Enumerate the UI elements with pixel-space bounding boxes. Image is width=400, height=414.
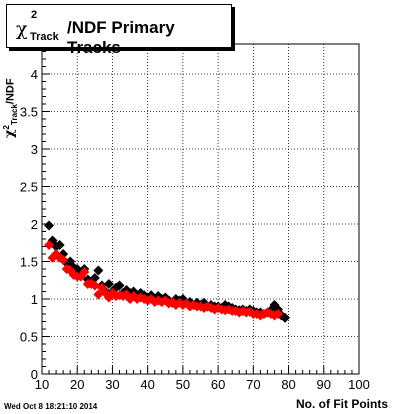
data-point-red <box>272 309 283 319</box>
timestamp: Wed Oct 8 18:21:10 2014 <box>4 402 98 411</box>
title-text: /NDF Primary Tracks <box>67 18 175 57</box>
tick-labels: 10 20 30 40 50 60 70 80 90 100 0 0.5 1 1.5 2 2.5 3 3.5 4 <box>20 67 370 392</box>
x-tick-label: 100 <box>348 377 370 392</box>
axes-frame <box>41 43 360 375</box>
data-point-black <box>114 280 125 291</box>
title-symbol: χ <box>16 18 28 40</box>
ylabel-superscript: 2 <box>2 124 11 130</box>
data-point-red <box>79 267 90 277</box>
x-tick-label: 70 <box>246 377 260 392</box>
x-tick-label: 30 <box>105 377 119 392</box>
title-subscript: Track <box>30 31 59 43</box>
data-markers <box>44 220 291 323</box>
grid-lines <box>42 44 359 374</box>
data-point-black <box>54 240 65 250</box>
ylabel-symbol: χ <box>2 129 18 138</box>
y-tick-label: 2.5 <box>20 180 38 195</box>
x-tick-label: 10 <box>35 377 49 392</box>
x-tick-label: 90 <box>317 377 331 392</box>
x-tick-label: 50 <box>176 377 190 392</box>
data-point-red <box>44 240 55 250</box>
chart-title: χ 2 Track /NDF Primary Tracks <box>6 4 232 57</box>
ylabel-subscript: Track <box>9 104 19 125</box>
y-tick-label: 3 <box>31 142 38 157</box>
x-tick-label: 60 <box>211 377 225 392</box>
y-tick-label: 0 <box>31 367 38 382</box>
title-superscript: 2 <box>31 9 38 21</box>
x-tick-label: 40 <box>140 377 154 392</box>
data-point-red <box>93 289 104 300</box>
data-point-red <box>58 255 69 265</box>
y-axis-label: χ2Track/NDF <box>2 28 22 138</box>
data-point-black <box>44 220 55 231</box>
x-tick-label: 20 <box>70 377 84 392</box>
y-tick-label: 3.5 <box>20 105 38 120</box>
x-tick-label: 80 <box>281 377 295 392</box>
x-axis-label: No. of Fit Points <box>296 397 388 411</box>
data-point-red <box>54 252 65 263</box>
y-tick-label: 1 <box>31 292 38 307</box>
y-tick-label: 1.5 <box>20 255 38 270</box>
y-tick-label: 4 <box>31 67 38 82</box>
data-point-black <box>280 312 291 323</box>
data-point-black <box>93 265 104 276</box>
data-point-black <box>103 279 114 289</box>
data-point-red <box>121 289 132 300</box>
plot-frame <box>41 43 360 375</box>
y-tick-label: 0.5 <box>20 330 38 345</box>
ylabel-rest: /NDF <box>4 78 17 105</box>
y-tick-label: 2 <box>31 217 38 232</box>
